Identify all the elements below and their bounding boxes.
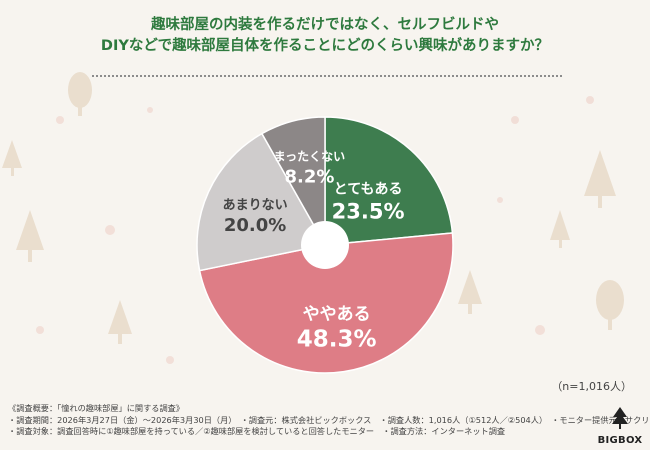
bigbox-tree-logo-icon bbox=[612, 407, 628, 429]
slice-label: あまりない bbox=[223, 198, 288, 213]
slice-label: まったくない bbox=[274, 150, 346, 164]
slice-label: とてもある bbox=[334, 182, 403, 198]
slice-value-label: 20.0% bbox=[224, 215, 286, 236]
slice-value-label: 8.2% bbox=[284, 167, 334, 188]
footer-title: 《調査概要：「憧れの趣味部屋」に関する調査》 bbox=[8, 403, 185, 413]
donut-hole bbox=[301, 221, 349, 269]
pie-slice bbox=[196, 132, 327, 272]
bigbox-logo: BIGBOX bbox=[596, 406, 644, 446]
pie-slice bbox=[260, 116, 326, 248]
question-line-2: DIYなどで趣味部屋自体を作ることにどのくらい興味がありますか？ bbox=[100, 38, 550, 54]
dotted-divider bbox=[92, 75, 562, 77]
slice-label: ややある bbox=[303, 304, 371, 324]
logo-text: BIGBOX bbox=[597, 435, 643, 446]
pie-slice bbox=[324, 116, 454, 246]
slice-value-label: 23.5% bbox=[332, 200, 405, 224]
question-line-1: 趣味部屋の内装を作るだけではなく、セルフビルドや bbox=[151, 17, 499, 33]
footer-target: ・調査対象：調査回答時に①趣味部屋を持っている／②趣味部屋を検討していると回答し… bbox=[8, 426, 506, 436]
slice-value-label: 48.3% bbox=[297, 326, 377, 352]
survey-footer: 《調査概要：「憧れの趣味部屋」に関する調査》 ・調査期間：2026年3月27日（… bbox=[8, 403, 650, 438]
pie-slice bbox=[198, 232, 454, 374]
sample-size-note: （n=1,016人） bbox=[551, 380, 632, 393]
footer-period: ・調査期間：2026年3月27日（金）～2026年3月30日（月） ・調査元：株… bbox=[8, 414, 650, 425]
survey-question: 趣味部屋の内装を作るだけではなく、セルフビルドや DIYなどで趣味部屋自体を作る… bbox=[0, 15, 650, 57]
